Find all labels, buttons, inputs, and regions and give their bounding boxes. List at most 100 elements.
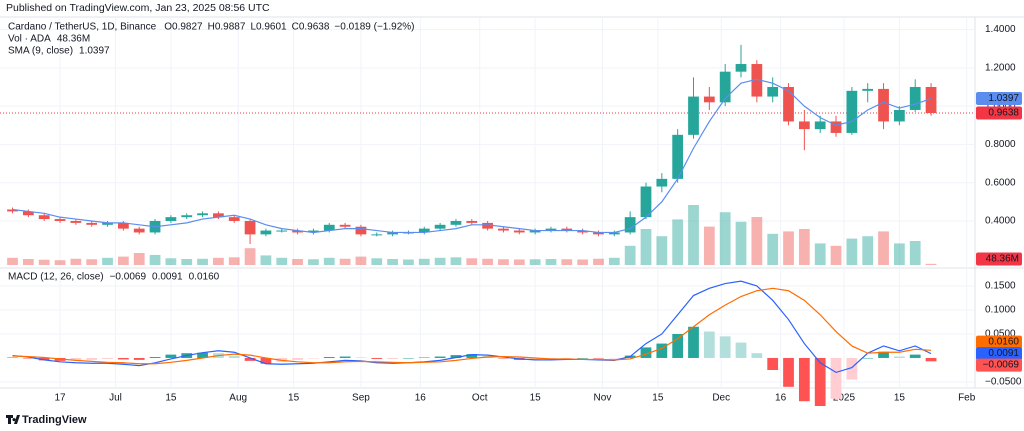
candle-body bbox=[7, 209, 18, 212]
candle-body bbox=[846, 90, 858, 133]
macd-line bbox=[12, 280, 932, 374]
volume-bar bbox=[450, 257, 462, 265]
histogram-bar bbox=[70, 357, 82, 361]
histogram-bar bbox=[909, 354, 921, 358]
candle-body bbox=[577, 230, 589, 233]
histogram-bar bbox=[228, 356, 240, 358]
x-tick-label: 15 bbox=[165, 393, 177, 404]
histogram-bar bbox=[862, 357, 874, 359]
histogram-bar bbox=[117, 357, 129, 360]
candle-body bbox=[893, 109, 905, 122]
histogram-bar bbox=[292, 357, 303, 360]
volume bbox=[7, 205, 937, 265]
histogram-bar bbox=[608, 357, 620, 359]
candle-body bbox=[909, 86, 921, 110]
candle-body bbox=[244, 220, 256, 235]
candle-body bbox=[371, 234, 383, 236]
logo-icon bbox=[6, 415, 20, 424]
candle-body bbox=[165, 217, 177, 221]
candle-body bbox=[355, 226, 367, 235]
candle-body bbox=[38, 215, 50, 220]
legend-text: 1.0397 bbox=[79, 46, 110, 57]
y-tick-label: 1.2000 bbox=[985, 62, 1016, 73]
legend-text: −0.0069 bbox=[110, 272, 147, 283]
histogram-bar bbox=[656, 343, 668, 358]
candle-body bbox=[878, 88, 889, 122]
volume-bar bbox=[355, 256, 367, 265]
volume-bar bbox=[244, 248, 256, 265]
candle-body bbox=[260, 230, 272, 235]
publish-note: Published on TradingView.com, Jan 23, 20… bbox=[6, 2, 270, 14]
legend-text: C bbox=[292, 22, 299, 33]
sma-tag-bg bbox=[976, 92, 1022, 106]
candle-body bbox=[450, 220, 462, 225]
x-tick-label: Sep bbox=[352, 393, 370, 404]
volume-bar bbox=[260, 255, 272, 265]
legend-text: Cardano / TetherUS, 1D, Binance bbox=[8, 22, 157, 33]
volume-bar bbox=[371, 258, 383, 265]
volume-tag-bg bbox=[976, 252, 1022, 266]
histogram-bar bbox=[244, 357, 256, 361]
x-tick-label: 17 bbox=[54, 393, 66, 404]
volume-bar bbox=[640, 229, 652, 265]
volume-bar bbox=[925, 263, 937, 265]
histogram-bar bbox=[7, 357, 18, 358]
volume-bar bbox=[608, 257, 620, 265]
histogram-bar bbox=[38, 357, 50, 361]
legend-text: 0.9827 bbox=[172, 22, 203, 33]
footer-brand: TradingView bbox=[22, 414, 87, 426]
histogram-bar bbox=[86, 357, 98, 360]
legend-text: 0.9638 bbox=[299, 22, 330, 33]
volume-bar bbox=[751, 217, 763, 265]
histogram-bar bbox=[798, 357, 810, 402]
volume-bar bbox=[688, 205, 699, 265]
histogram-bar bbox=[323, 357, 335, 358]
y-tick-label: 0.4000 bbox=[985, 216, 1016, 227]
x-tick-label: 15 bbox=[894, 393, 906, 404]
volume-bar bbox=[133, 253, 145, 265]
candle-body bbox=[213, 213, 224, 218]
candle-body bbox=[862, 88, 874, 91]
candle-body bbox=[529, 230, 541, 233]
volume-bar bbox=[403, 259, 414, 265]
candle-body bbox=[751, 64, 763, 97]
macd-tag: 0.0091 bbox=[988, 348, 1019, 359]
candle-body bbox=[466, 220, 478, 223]
histogram-bar bbox=[197, 352, 208, 358]
candles bbox=[7, 44, 937, 244]
histogram-bar bbox=[593, 357, 604, 359]
candle-body bbox=[498, 228, 509, 231]
histogram-bar bbox=[498, 357, 509, 359]
histogram-bar bbox=[434, 356, 446, 358]
x-tick-label: Oct bbox=[472, 393, 488, 404]
histogram-bar bbox=[403, 357, 414, 359]
volume-bar bbox=[117, 256, 129, 265]
histogram-bar bbox=[846, 357, 858, 380]
volume-bar bbox=[893, 243, 905, 265]
histogram-bar bbox=[878, 351, 889, 358]
volume-tag: 48.36M bbox=[986, 254, 1019, 265]
histogram-bar bbox=[529, 357, 541, 360]
candle-body bbox=[640, 186, 652, 218]
volume-bar bbox=[561, 259, 573, 265]
histogram-bar bbox=[22, 357, 34, 359]
candle-body bbox=[798, 121, 810, 130]
legend-text: H bbox=[208, 22, 215, 33]
histogram-bar bbox=[830, 357, 842, 399]
histogram-bar bbox=[688, 326, 699, 358]
candle-body bbox=[276, 230, 288, 232]
signal-tag: 0.0160 bbox=[988, 337, 1019, 348]
grid bbox=[0, 17, 975, 388]
candle-body bbox=[561, 228, 573, 231]
volume-bar bbox=[70, 258, 82, 265]
histogram-bar bbox=[703, 331, 715, 358]
candle-body bbox=[513, 230, 525, 233]
volume-bar bbox=[292, 259, 303, 265]
histogram-bar bbox=[893, 356, 905, 358]
volume-bar bbox=[878, 231, 889, 265]
histogram-tag-bg bbox=[976, 358, 1022, 372]
x-tick-label: 16 bbox=[415, 393, 427, 404]
candle-body bbox=[656, 178, 668, 187]
volume-bar bbox=[102, 257, 113, 265]
